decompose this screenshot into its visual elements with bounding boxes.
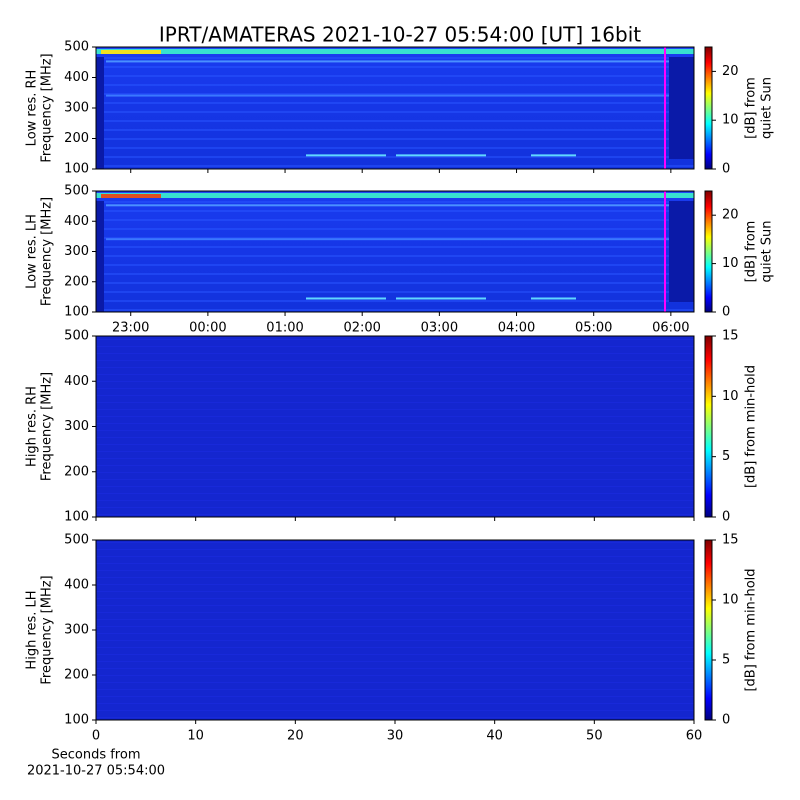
band-edge <box>96 49 694 54</box>
y-tick-label: 500 <box>64 40 89 55</box>
x-tick-label: 40 <box>486 729 503 744</box>
colorbar-tick-label: 10 <box>722 256 739 271</box>
x-tick-label: 30 <box>387 729 404 744</box>
burst-row <box>531 154 576 157</box>
y-tick-label: 500 <box>64 184 89 199</box>
colorbar-tick-label: 5 <box>722 449 730 464</box>
y-tick-label: 200 <box>64 668 89 683</box>
y-tick-label: 200 <box>64 274 89 289</box>
colorbar-label: [dB] from <box>744 221 759 283</box>
bright-row <box>106 94 669 97</box>
colorbar-tick-label: 5 <box>722 653 730 668</box>
burst-row <box>306 154 386 157</box>
band-edge-hot <box>101 194 161 198</box>
burst-row <box>306 297 386 300</box>
x-axis-label: 2021-10-27 05:54:00 <box>27 764 165 779</box>
colorbar-tick-label: 20 <box>722 64 739 79</box>
colorbar <box>704 190 713 313</box>
right-dark <box>669 201 694 302</box>
y-axis-label: Frequency [MHz] <box>40 575 55 684</box>
x-tick-label: 0 <box>92 729 100 744</box>
colorbar-tick-label: 0 <box>722 305 730 320</box>
y-tick-label: 300 <box>64 101 89 116</box>
y-tick-label: 400 <box>64 374 89 389</box>
band-edge-hot <box>101 50 161 54</box>
colorbar-label: quiet Sun <box>760 77 775 139</box>
y-axis-label: Frequency [MHz] <box>40 53 55 162</box>
colorbar-tick-label: 20 <box>722 208 739 223</box>
colorbar-tick-label: 0 <box>722 510 730 525</box>
colorbar-tick-label: 0 <box>722 162 730 177</box>
x-tick-label: 23:00 <box>112 321 149 336</box>
y-tick-label: 200 <box>64 131 89 146</box>
y-axis-label: Low res. RH <box>25 70 40 147</box>
burst-row <box>531 297 576 300</box>
y-tick-label: 400 <box>64 214 89 229</box>
x-tick-label: 60 <box>686 729 703 744</box>
y-axis-label: High res. RH <box>25 386 40 467</box>
y-tick-label: 100 <box>64 305 89 320</box>
right-dark <box>669 57 694 159</box>
y-tick-label: 300 <box>64 244 89 259</box>
colorbar-label: [dB] from min-hold <box>744 568 759 691</box>
colorbar-tick-label: 10 <box>722 593 739 608</box>
y-tick-label: 400 <box>64 70 89 85</box>
left-dark <box>96 201 104 312</box>
spectrogram-texture <box>96 191 694 312</box>
x-tick-label: 20 <box>287 729 304 744</box>
y-tick-label: 300 <box>64 419 89 434</box>
x-tick-label: 02:00 <box>343 321 380 336</box>
colorbar <box>704 46 713 170</box>
colorbar-label: [dB] from min-hold <box>744 365 759 488</box>
left-dark <box>96 57 104 169</box>
colorbar-label: quiet Sun <box>760 220 775 282</box>
spectrogram-texture <box>96 540 694 720</box>
y-tick-label: 100 <box>64 510 89 525</box>
y-tick-label: 100 <box>64 713 89 728</box>
colorbar-label: [dB] from <box>744 77 759 139</box>
spectrogram-texture <box>96 336 694 517</box>
y-axis-label: Low res. LH <box>25 214 40 289</box>
y-tick-label: 100 <box>64 162 89 177</box>
x-tick-label: 10 <box>187 729 204 744</box>
x-tick-label: 04:00 <box>498 321 535 336</box>
bright-row <box>106 238 669 241</box>
colorbar <box>704 335 713 518</box>
x-tick-label: 50 <box>586 729 603 744</box>
x-axis-label: Seconds from <box>51 748 140 763</box>
band-edge <box>96 193 694 198</box>
y-tick-label: 300 <box>64 623 89 638</box>
colorbar-tick-label: 10 <box>722 113 739 128</box>
colorbar-tick-label: 0 <box>722 713 730 728</box>
burst-row <box>396 154 486 157</box>
y-axis-label: Frequency [MHz] <box>40 197 55 306</box>
y-tick-label: 500 <box>64 533 89 548</box>
y-tick-label: 400 <box>64 578 89 593</box>
figure-title: IPRT/AMATERAS 2021-10-27 05:54:00 [UT] 1… <box>159 23 641 47</box>
colorbar-tick-label: 10 <box>722 389 739 404</box>
bright-row <box>106 60 669 63</box>
y-tick-label: 200 <box>64 464 89 479</box>
x-tick-label: 05:00 <box>575 321 612 336</box>
x-tick-label: 01:00 <box>266 321 303 336</box>
burst-row <box>396 297 486 300</box>
colorbar <box>704 539 713 721</box>
spectrogram-texture <box>96 47 694 169</box>
x-tick-label: 03:00 <box>421 321 458 336</box>
colorbar-tick-label: 15 <box>722 329 739 344</box>
y-axis-label: Frequency [MHz] <box>40 372 55 481</box>
x-tick-label: 06:00 <box>652 321 689 336</box>
colorbar-tick-label: 15 <box>722 533 739 548</box>
bright-row <box>106 204 669 207</box>
y-tick-label: 500 <box>64 329 89 344</box>
y-axis-label: High res. LH <box>25 590 40 669</box>
x-tick-label: 00:00 <box>189 321 226 336</box>
